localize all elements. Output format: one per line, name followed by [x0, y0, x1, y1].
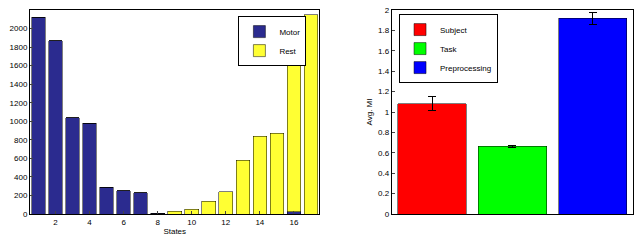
- svg-text:Preprocessing: Preprocessing: [440, 64, 491, 73]
- svg-text:States: States: [163, 227, 186, 236]
- svg-text:6: 6: [121, 218, 126, 227]
- svg-text:600: 600: [14, 154, 28, 163]
- svg-text:Avg. MI: Avg. MI: [365, 99, 374, 126]
- svg-text:2: 2: [53, 218, 58, 227]
- svg-text:16: 16: [289, 218, 298, 227]
- svg-text:200: 200: [14, 191, 28, 200]
- svg-text:0.4: 0.4: [378, 169, 390, 178]
- svg-text:1.2: 1.2: [378, 87, 390, 96]
- svg-text:1.6: 1.6: [378, 47, 390, 56]
- svg-text:0: 0: [23, 210, 28, 219]
- svg-text:Task: Task: [440, 45, 457, 54]
- svg-text:Subject: Subject: [440, 26, 467, 35]
- svg-text:14: 14: [255, 218, 264, 227]
- svg-text:1: 1: [385, 108, 390, 117]
- svg-text:10: 10: [187, 218, 196, 227]
- svg-text:0.8: 0.8: [378, 128, 390, 137]
- svg-text:1600: 1600: [10, 61, 28, 70]
- svg-text:0.2: 0.2: [378, 189, 390, 198]
- svg-text:Motor: Motor: [279, 28, 300, 37]
- svg-text:1800: 1800: [10, 43, 28, 52]
- svg-text:0: 0: [385, 210, 390, 219]
- svg-text:1200: 1200: [10, 99, 28, 108]
- svg-text:1.4: 1.4: [378, 67, 390, 76]
- svg-text:0.6: 0.6: [378, 149, 390, 158]
- svg-text:1.8: 1.8: [378, 26, 390, 35]
- svg-text:1000: 1000: [10, 117, 28, 126]
- svg-text:Rest: Rest: [279, 47, 296, 56]
- svg-text:1400: 1400: [10, 80, 28, 89]
- svg-text:2: 2: [385, 6, 390, 15]
- svg-text:12: 12: [221, 218, 230, 227]
- svg-text:4: 4: [87, 218, 92, 227]
- svg-text:8: 8: [155, 218, 160, 227]
- svg-text:400: 400: [14, 173, 28, 182]
- svg-text:2000: 2000: [10, 24, 28, 33]
- svg-text:800: 800: [14, 136, 28, 145]
